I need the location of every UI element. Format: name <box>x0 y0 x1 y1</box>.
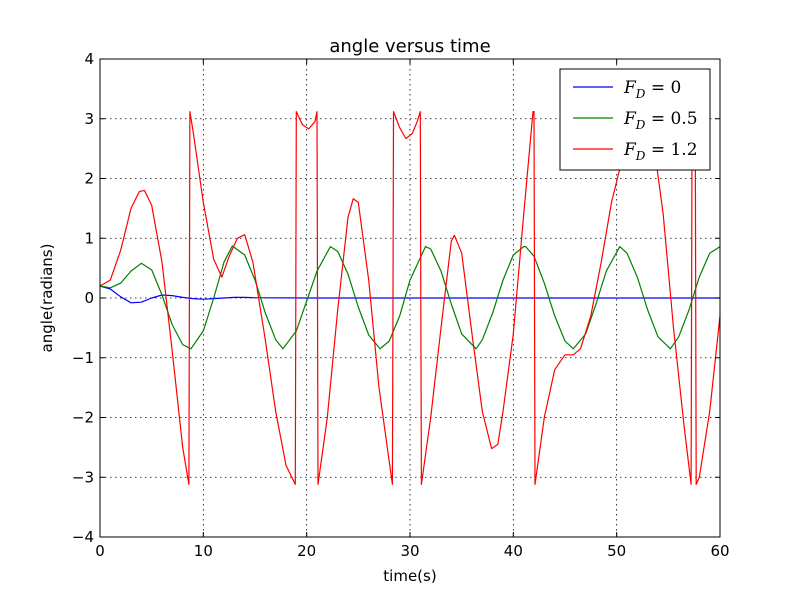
x-tick-label: 20 <box>297 542 316 560</box>
y-tick-label: −4 <box>72 528 94 546</box>
series-line-1 <box>99 285 720 304</box>
y-tick-label: 1 <box>84 229 94 247</box>
x-tick-label: 10 <box>194 542 213 560</box>
y-tick-label: −2 <box>72 409 94 427</box>
x-tick-label: 0 <box>95 542 105 560</box>
x-tick-label: 50 <box>607 542 626 560</box>
y-tick-label: 2 <box>84 170 94 188</box>
x-tick-label: 40 <box>504 542 523 560</box>
series-line-2 <box>99 245 721 350</box>
x-tick-label: 60 <box>710 542 729 560</box>
legend-box <box>559 68 711 171</box>
ticks-layer: 0 10 20 30 40 50 60 −4 −3 −2 −1 0 1 2 3 4 <box>72 50 730 560</box>
y-tick-label: 0 <box>84 289 94 307</box>
y-tick-label: 4 <box>84 50 94 68</box>
y-tick-label: −3 <box>72 468 94 486</box>
y-tick-label: 3 <box>84 110 94 128</box>
y-axis-title: angle(radians) <box>38 244 56 353</box>
y-tick-label: −1 <box>72 349 94 367</box>
legend-label: FD = 1.2 <box>623 140 698 163</box>
legend-label: FD = 0 <box>623 78 681 101</box>
legend: FD = 0 FD = 0.5 FD = 1.2 <box>559 68 711 171</box>
legend-label: FD = 0.5 <box>623 109 698 132</box>
chart-title: angle versus time <box>329 36 490 57</box>
x-axis-title: time(s) <box>383 567 436 585</box>
x-tick-label: 30 <box>400 542 419 560</box>
